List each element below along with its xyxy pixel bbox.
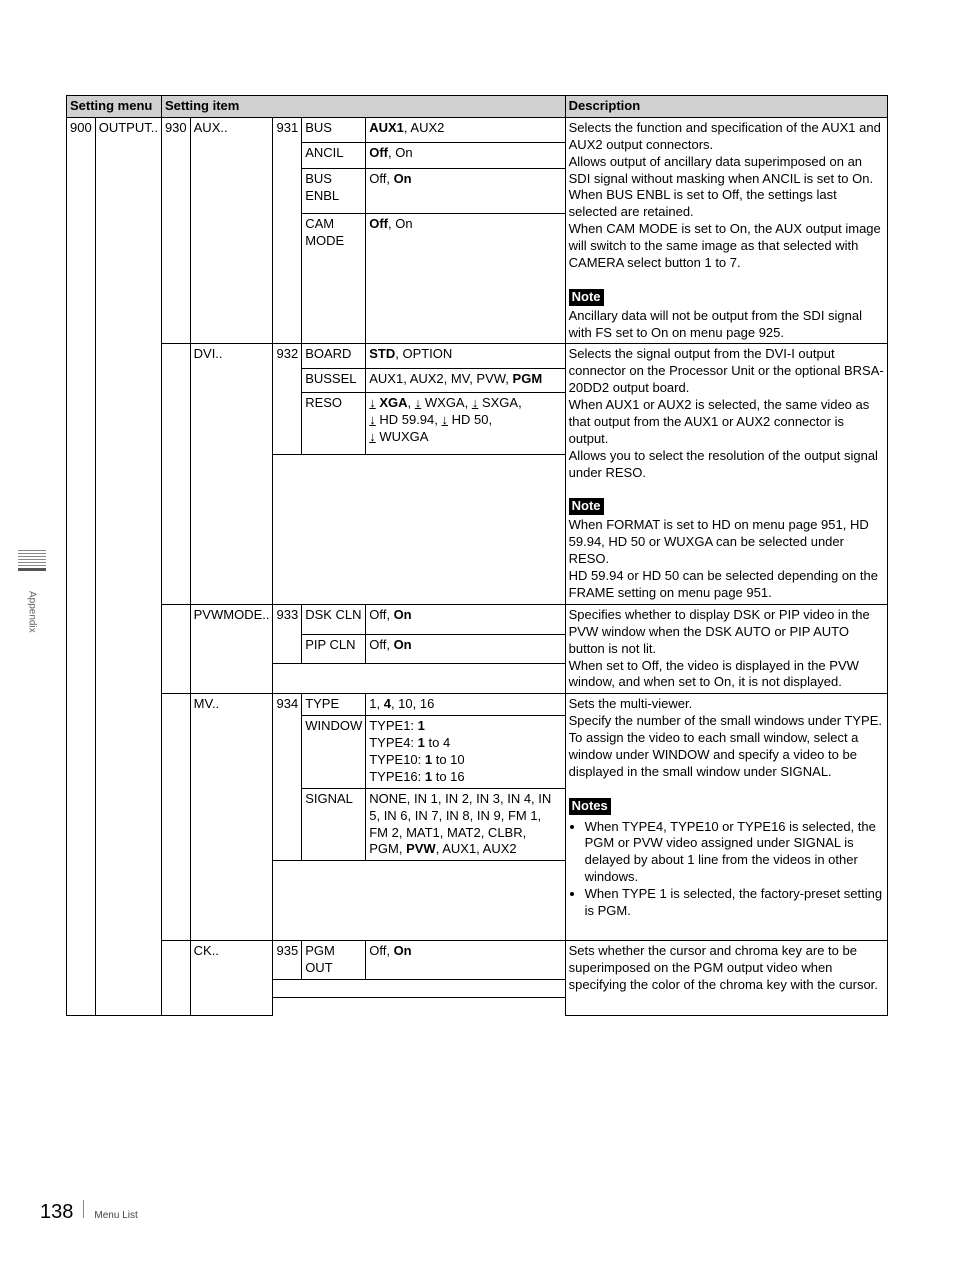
item-number: 930 (161, 117, 190, 344)
blank-cell (273, 454, 565, 604)
values-cell: Off, On (366, 169, 565, 214)
values-cell: Off, On (366, 634, 565, 664)
description-cell: Selects the function and specification o… (565, 117, 887, 344)
sub-name: WINDOW (302, 716, 366, 789)
values-cell: AUX1, AUX2 (366, 117, 565, 143)
table-row: DVI..932BOARDSTD, OPTIONSelects the sign… (67, 344, 888, 368)
sub-number (273, 169, 302, 214)
sub-number (273, 716, 302, 789)
blank-cell (273, 998, 565, 1016)
sub-name: TYPE (302, 694, 366, 716)
values-cell: 1, 4, 10, 16 (366, 694, 565, 716)
table-row: 900OUTPUT..930AUX..931BUSAUX1, AUX2Selec… (67, 117, 888, 143)
sub-name: BUS (302, 117, 366, 143)
item-number (161, 344, 190, 604)
sub-number (273, 368, 302, 392)
sub-name: ANCIL (302, 143, 366, 169)
sub-name: CAM MODE (302, 214, 366, 344)
footer-separator (83, 1200, 84, 1218)
description-cell: Specifies whether to display DSK or PIP … (565, 604, 887, 693)
sidebar-tab: Appendix (12, 550, 52, 750)
item-name: DVI.. (190, 344, 273, 604)
sub-name: BUSSEL (302, 368, 366, 392)
sub-number: 935 (273, 941, 302, 980)
values-cell: Off, On (366, 143, 565, 169)
sub-number (273, 214, 302, 344)
sidebar-lines-icon (18, 550, 46, 571)
sub-number (273, 634, 302, 664)
page-footer: 138 Menu List (40, 1200, 138, 1224)
table-row: MV..934TYPE1, 4, 10, 16Sets the multi-vi… (67, 694, 888, 716)
blank-cell (273, 861, 565, 941)
sub-name: DSK CLN (302, 604, 366, 634)
table-row: PVWMODE..933DSK CLNOff, OnSpecifies whet… (67, 604, 888, 634)
sub-number: 933 (273, 604, 302, 634)
values-cell: STD, OPTION (366, 344, 565, 368)
sub-number (273, 143, 302, 169)
blank-cell (273, 664, 565, 694)
settings-table: Setting menu Setting item Description 90… (66, 95, 888, 1016)
header-item: Setting item (161, 96, 565, 118)
footer-label: Menu List (94, 1210, 137, 1221)
sub-number (273, 788, 302, 861)
values-cell: AUX1, AUX2, MV, PVW, PGM (366, 368, 565, 392)
item-name: PVWMODE.. (190, 604, 273, 693)
values-cell: Off, On (366, 941, 565, 980)
blank-cell (273, 980, 565, 998)
item-name: MV.. (190, 694, 273, 941)
item-number (161, 941, 190, 1016)
menu-name: OUTPUT.. (95, 117, 161, 1015)
page-number: 138 (40, 1201, 73, 1224)
item-number (161, 694, 190, 941)
description-cell: Sets whether the cursor and chroma key a… (565, 941, 887, 1016)
values-cell: Off, On (366, 604, 565, 634)
item-number (161, 604, 190, 693)
sub-name: SIGNAL (302, 788, 366, 861)
values-cell: ↓ XGA, ↓ WXGA, ↓ SXGA,↓ HD 59.94, ↓ HD 5… (366, 393, 565, 455)
sub-name: BOARD (302, 344, 366, 368)
item-name: CK.. (190, 941, 273, 1016)
sub-name: PGM OUT (302, 941, 366, 980)
sub-name: PIP CLN (302, 634, 366, 664)
sub-number: 934 (273, 694, 302, 716)
description-cell: Sets the multi-viewer.Specify the number… (565, 694, 887, 941)
sub-number: 931 (273, 117, 302, 143)
description-cell: Selects the signal output from the DVI-I… (565, 344, 887, 604)
sub-name: RESO (302, 393, 366, 455)
sub-number (273, 393, 302, 455)
values-cell: Off, On (366, 214, 565, 344)
header-menu: Setting menu (67, 96, 162, 118)
table-row: CK..935PGM OUTOff, OnSets whether the cu… (67, 941, 888, 980)
item-name: AUX.. (190, 117, 273, 344)
header-desc: Description (565, 96, 887, 118)
sidebar-label: Appendix (27, 591, 38, 633)
sub-number: 932 (273, 344, 302, 368)
sub-name: BUS ENBL (302, 169, 366, 214)
values-cell: TYPE1: 1TYPE4: 1 to 4TYPE10: 1 to 10TYPE… (366, 716, 565, 789)
values-cell: NONE, IN 1, IN 2, IN 3, IN 4, IN 5, IN 6… (366, 788, 565, 861)
menu-number: 900 (67, 117, 96, 1015)
